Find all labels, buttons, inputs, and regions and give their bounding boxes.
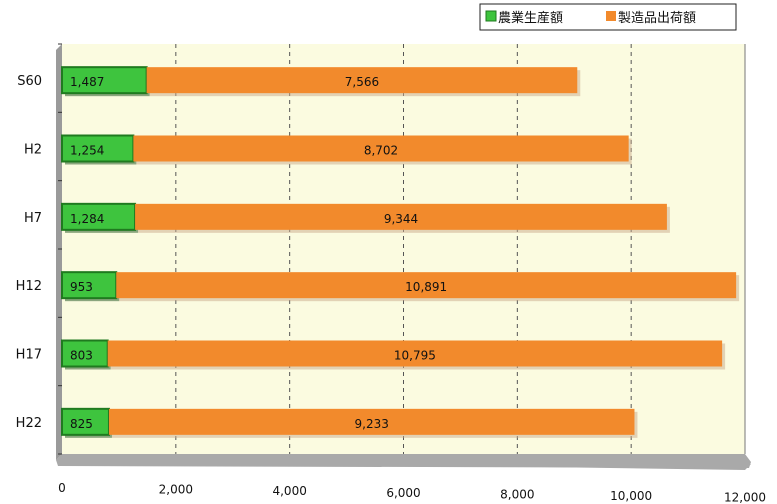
x-tick-label-4: 8,000 <box>500 487 534 501</box>
data-label-agri-H7: 1,284 <box>70 212 104 226</box>
bar-agri-S60 <box>61 66 148 95</box>
bar-mfg-H12 <box>116 272 737 299</box>
bar-mfg-H17 <box>107 340 723 367</box>
category-label-H2: H2 <box>24 143 42 158</box>
floor-slab <box>56 454 751 468</box>
x-tick-label-2: 4,000 <box>272 484 306 498</box>
x-tick-label-3: 6,000 <box>386 486 420 500</box>
data-label-mfg-H7: 9,344 <box>384 212 418 226</box>
bar-mfg-H7 <box>135 203 667 230</box>
data-label-mfg-H22: 9,233 <box>355 417 389 431</box>
x-tick-label-1: 2,000 <box>159 483 193 497</box>
category-label-H7: H7 <box>24 211 42 226</box>
data-label-agri-H2: 1,254 <box>70 144 104 158</box>
data-label-mfg-S60: 7,566 <box>345 75 379 89</box>
x-tick-label-5: 10,000 <box>610 489 652 503</box>
category-label-H12: H12 <box>16 279 42 294</box>
data-label-agri-H17: 803 <box>70 349 93 363</box>
category-label-H22: H22 <box>16 416 42 431</box>
bar-mfg-S60 <box>146 67 578 94</box>
bar-mfg-H22 <box>108 408 635 435</box>
category-label-H17: H17 <box>16 348 42 363</box>
bar-agri-H2 <box>61 134 135 163</box>
legend-swatch-mfg <box>606 11 616 21</box>
legend: 農業生産額 製造品出荷額 <box>479 3 737 31</box>
bar-mfg-H2 <box>133 135 629 162</box>
plot-area: 0 2,000 4,000 6,000 8,000 10,000 12,000 1,487 7,… <box>16 43 766 504</box>
legend-swatch-agri <box>485 10 497 22</box>
left-wall <box>56 44 62 460</box>
x-tick-label-6: 12,000 <box>724 491 766 504</box>
data-label-mfg-H12: 10,891 <box>405 280 447 294</box>
data-label-mfg-H17: 10,795 <box>394 349 436 363</box>
data-label-mfg-H2: 8,702 <box>364 144 398 158</box>
category-label-S60: S60 <box>17 74 42 89</box>
legend-label-agri: 農業生産額 <box>498 10 563 26</box>
bar-agri-H7 <box>61 202 137 231</box>
legend-label-mfg: 製造品出荷額 <box>618 11 696 26</box>
data-label-agri-H22: 825 <box>70 417 93 431</box>
data-label-agri-H12: 953 <box>70 280 93 294</box>
x-tick-label-0: 0 <box>58 481 66 495</box>
data-label-agri-S60: 1,487 <box>70 75 104 89</box>
plot-background <box>62 44 745 454</box>
